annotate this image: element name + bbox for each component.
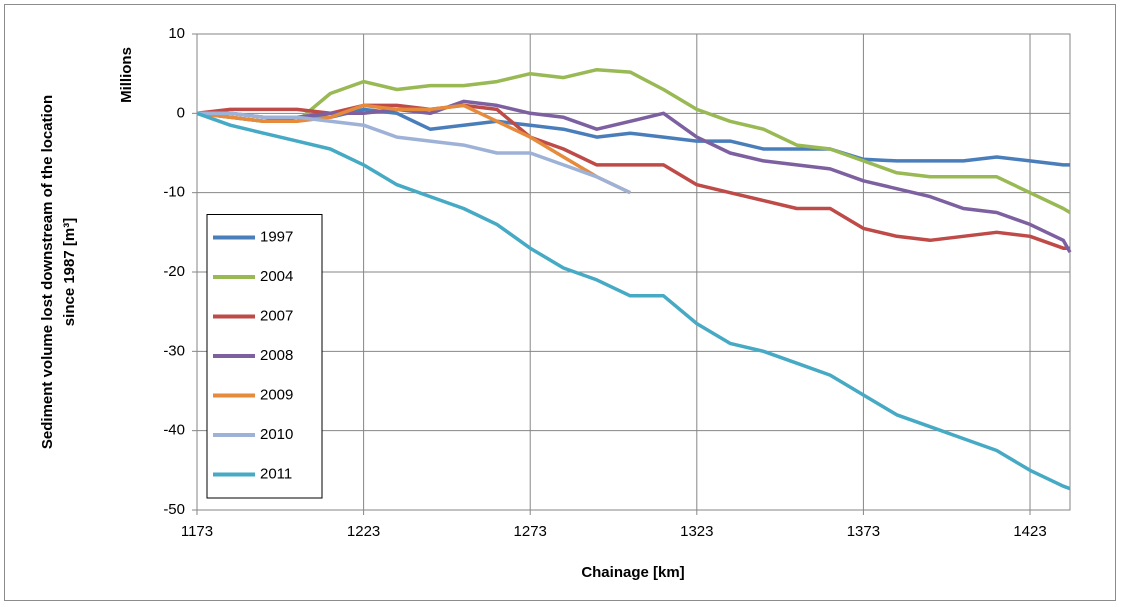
x-tick-label: 1373 bbox=[847, 523, 880, 540]
legend-label: 1997 bbox=[260, 228, 293, 245]
y-tick-label: 10 bbox=[168, 25, 185, 42]
legend-label: 2004 bbox=[260, 268, 293, 285]
x-tick-label: 1223 bbox=[347, 523, 380, 540]
series-line bbox=[197, 99, 1072, 254]
chart-border bbox=[4, 4, 1116, 601]
y-tick-label: -20 bbox=[163, 263, 185, 280]
legend-label: 2011 bbox=[260, 465, 292, 482]
legend-label: 2010 bbox=[260, 426, 293, 443]
y-tick-label: 0 bbox=[177, 104, 185, 121]
y-tick-label: -10 bbox=[163, 184, 185, 201]
plot-border bbox=[196, 33, 1071, 511]
series-line bbox=[196, 111, 1071, 491]
x-axis-title: Chainage [km] bbox=[581, 564, 684, 581]
series-line bbox=[196, 103, 631, 195]
y-tick-label: -50 bbox=[163, 501, 185, 518]
x-tick-label: 1173 bbox=[181, 523, 213, 540]
y-axis-title: since 1987 [m³] bbox=[61, 218, 78, 326]
series-line bbox=[196, 103, 1070, 250]
y-tick-label: -40 bbox=[163, 422, 185, 439]
legend-label: 2009 bbox=[260, 386, 293, 403]
x-tick-label: 1273 bbox=[514, 523, 547, 540]
series-line bbox=[196, 67, 1071, 215]
legend-label: 2007 bbox=[260, 307, 293, 324]
y-axis-title: Sediment volume lost downstream of the l… bbox=[39, 95, 56, 449]
legend-label: 2008 bbox=[260, 347, 293, 364]
x-tick-label: 1423 bbox=[1013, 523, 1046, 540]
series-line bbox=[197, 111, 631, 195]
y-unit-label: Millions bbox=[118, 47, 135, 103]
x-tick-label: 1323 bbox=[680, 523, 713, 540]
y-tick-label: -30 bbox=[163, 342, 185, 359]
